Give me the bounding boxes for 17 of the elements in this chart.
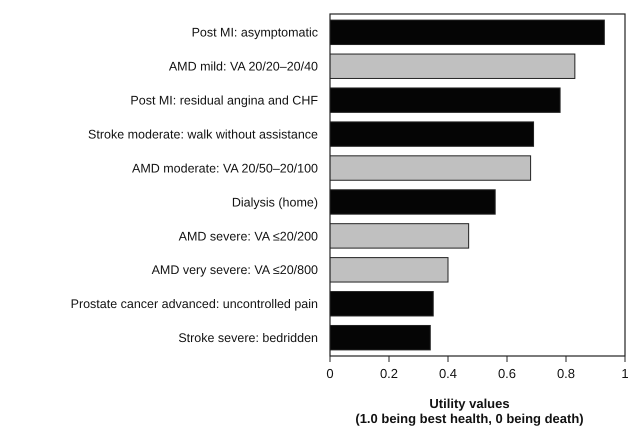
y-tick-label: Dialysis (home) (232, 195, 318, 210)
y-tick-label: Stroke moderate: walk without assistance (88, 127, 318, 142)
x-tick-label: 1 (621, 366, 629, 381)
x-tick-label: 0.8 (556, 366, 576, 381)
y-tick-label: Stroke severe: bedridden (178, 331, 318, 346)
y-tick-label: AMD mild: VA 20/20–20/40 (168, 60, 318, 74)
x-axis-title: Utility values (1.0 being best health, 0 being death) (355, 396, 584, 426)
y-tick-label: Prostate cancer advanced: uncontrolled pain (70, 297, 318, 312)
x-tick-label: 0.4 (438, 366, 458, 381)
x-tick-label: 0.6 (498, 366, 516, 381)
y-tick-label: AMD very severe: VA ≤20/800 (152, 263, 318, 278)
y-tick-label: Post MI: residual angina and CHF (130, 94, 318, 108)
y-tick-label: AMD severe: VA ≤20/200 (178, 229, 318, 244)
x-tick-label: 0.2 (380, 366, 398, 381)
x-tick-label: 0 (326, 366, 334, 381)
y-tick-label: AMD moderate: VA 20/50–20/100 (132, 161, 318, 176)
y-tick-label: Post MI: asymptomatic (192, 26, 318, 40)
